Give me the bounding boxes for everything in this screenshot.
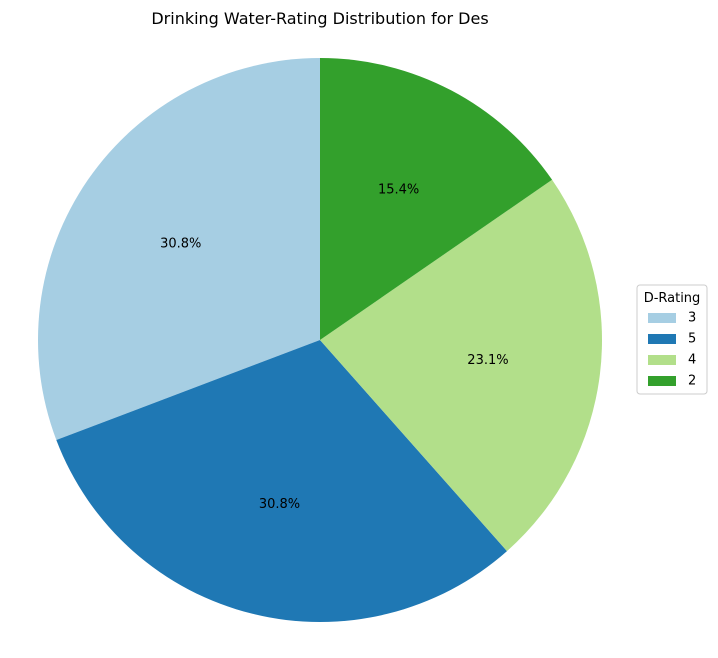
pie-percent-label-5: 30.8%: [259, 497, 300, 512]
pie-slice-5: [56, 340, 508, 622]
pie-percent-label-3: 30.8%: [160, 236, 201, 251]
legend-swatch-2: [648, 376, 676, 386]
legend-label-4: 4: [688, 353, 696, 368]
legend-label-2: 2: [688, 374, 696, 389]
legend-title: D-Rating: [644, 291, 701, 306]
pie-percent-label-2: 15.4%: [378, 183, 419, 198]
pie-slice-2: [320, 57, 553, 341]
pie-percent-labels: 30.8% 30.8% 23.1% 15.4%: [160, 183, 509, 512]
legend-swatch-4: [648, 355, 676, 365]
pie-slice-4: [320, 179, 602, 552]
legend-items: 3 5 4 2: [648, 311, 696, 389]
pie-slices: [37, 57, 602, 622]
legend-label-3: 3: [688, 311, 696, 326]
legend-swatch-3: [648, 313, 676, 323]
legend: D-Rating 3 5 4 2: [636, 284, 708, 395]
legend-swatch-5: [648, 334, 676, 344]
legend-label-5: 5: [688, 332, 696, 347]
pie-slice-3: [37, 58, 320, 440]
chart-title: Drinking Water-Rating Distribution for D…: [151, 9, 488, 28]
pie-percent-label-4: 23.1%: [467, 353, 508, 368]
